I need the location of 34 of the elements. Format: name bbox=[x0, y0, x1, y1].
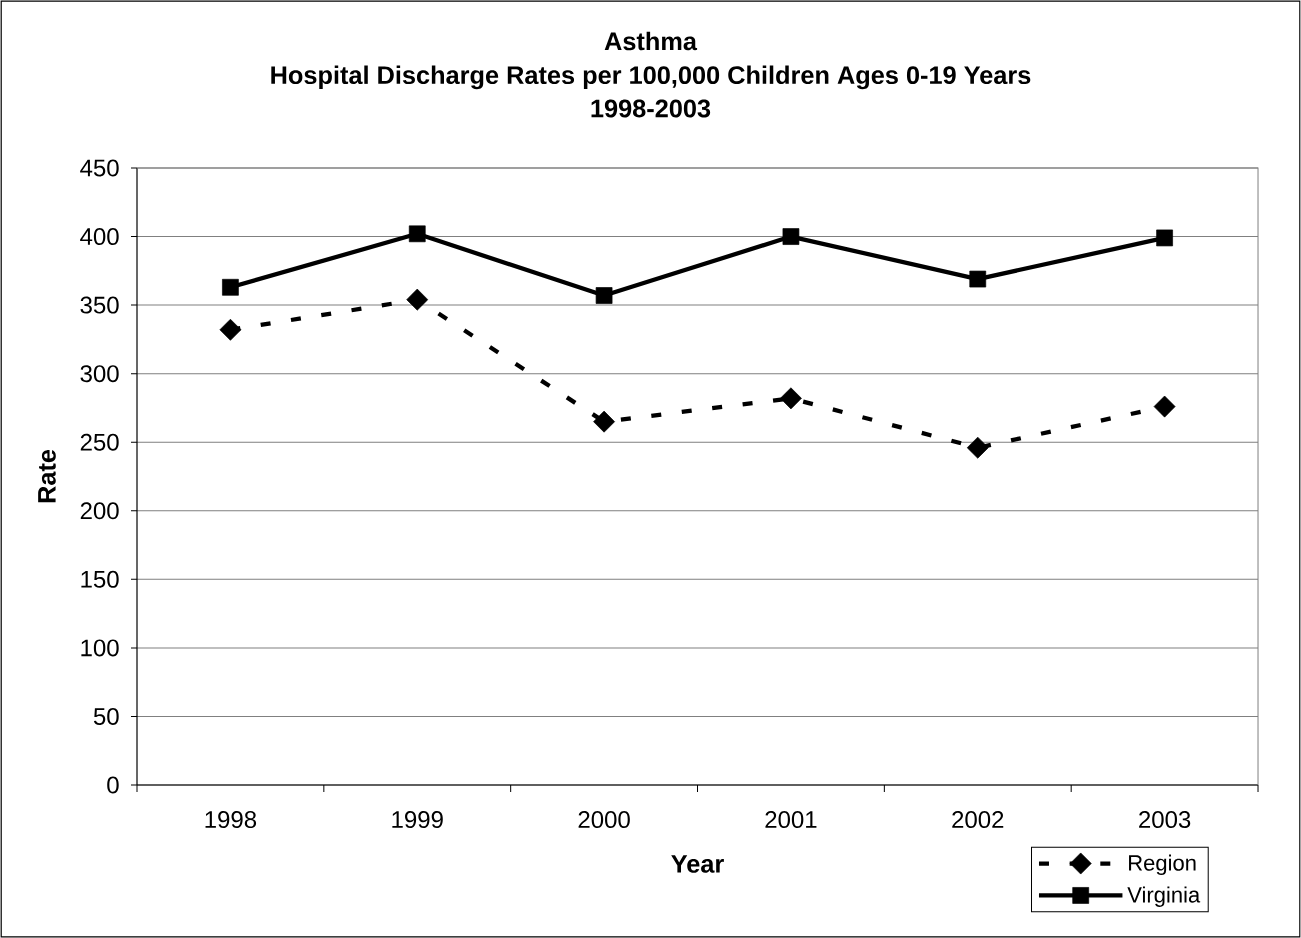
y-tick-label: 200 bbox=[80, 502, 119, 520]
y-axis-title: Rate bbox=[38, 449, 56, 503]
point bbox=[406, 288, 429, 311]
x-tick-label: 2000 bbox=[578, 811, 630, 829]
legend-label: Virginia bbox=[1127, 886, 1201, 907]
y-tick-label: 250 bbox=[80, 433, 119, 451]
x-tick-label: 2001 bbox=[765, 811, 817, 829]
chart-title: Asthma bbox=[604, 31, 698, 51]
point bbox=[780, 387, 802, 410]
legend-label: Region bbox=[1129, 854, 1196, 876]
point bbox=[222, 278, 239, 296]
x-tick-label: 2003 bbox=[1139, 811, 1191, 829]
y-tick-label: 400 bbox=[80, 228, 119, 246]
point bbox=[969, 270, 987, 288]
y-tick-label: 50 bbox=[93, 707, 119, 725]
point bbox=[219, 318, 242, 341]
point bbox=[593, 410, 615, 433]
y-tick-label: 150 bbox=[81, 570, 119, 588]
y-tick-label: 350 bbox=[80, 296, 119, 314]
y-tick-label: 300 bbox=[80, 365, 119, 383]
x-axis-title: Year bbox=[671, 855, 724, 873]
x-tick-label: 2002 bbox=[952, 811, 1004, 829]
x-tick-label: 1998 bbox=[205, 811, 257, 829]
y-tick-label: 450 bbox=[80, 159, 119, 177]
x-tick-label: 1999 bbox=[392, 811, 443, 829]
point bbox=[966, 436, 989, 459]
point bbox=[1156, 229, 1173, 247]
point bbox=[782, 228, 800, 245]
point bbox=[408, 225, 426, 243]
point bbox=[1153, 395, 1176, 418]
point bbox=[595, 287, 613, 304]
y-tick-label: 0 bbox=[107, 776, 119, 794]
chart-subtitle: Hospital Discharge Rates per 100,000 Children Ages 0-19 Years 1998-2003 bbox=[271, 65, 1031, 118]
y-tick-label: 100 bbox=[81, 639, 119, 657]
